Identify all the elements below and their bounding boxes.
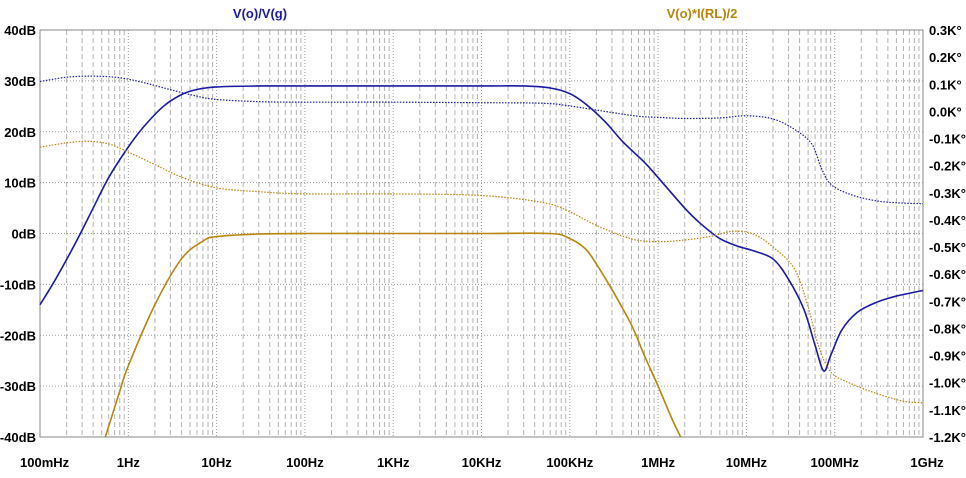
y-right-tick-label: -1.2K° [929, 430, 966, 445]
y-left-tick-label: 10dB [4, 176, 36, 191]
legend-entry-v-o-over-v-g: V(o)/V(g) [233, 6, 287, 21]
y-right-tick-label: -1.0K° [929, 376, 966, 391]
y-right-tick-label: -0.4K° [929, 213, 966, 228]
series-0-magnitude-line [39, 85, 924, 372]
x-tick-label: 1GHz [910, 455, 944, 470]
y-right-tick-label: -0.2K° [929, 159, 966, 174]
y-left-tick-label: -20dB [0, 328, 36, 343]
x-tick-label: 1KHz [377, 455, 410, 470]
y-right-tick-label: -0.7K° [929, 294, 966, 309]
x-tick-label: 10Hz [201, 455, 232, 470]
x-tick-label: 10MHz [726, 455, 768, 470]
y-right-tick-label: 0.1K° [929, 77, 962, 92]
x-tick-label: 100KHz [546, 455, 593, 470]
plot-area-frame [39, 29, 924, 438]
x-tick-label: 100Hz [286, 455, 324, 470]
series-layer [39, 75, 924, 438]
series-1-phase-line [39, 75, 924, 205]
tick-labels: 100mHz 1Hz 10Hz 100Hz 1KHz 10KHz 100KHz 1MHz 10M… [0, 23, 966, 470]
y-left-tick-label: 30dB [4, 74, 36, 89]
y-right-tick-label: -0.6K° [929, 267, 966, 282]
y-right-tick-label: -0.8K° [929, 321, 966, 336]
legend-entry-v-o-times-i-rl-over-2: V(o)*I(RL)/2 [667, 6, 738, 21]
y-right-tick-label: -1.1K° [929, 403, 966, 418]
series-2-magnitude-line [104, 232, 682, 438]
y-right-tick-label: -0.1K° [929, 132, 966, 147]
x-tick-label: 100mHz [20, 455, 70, 470]
y-left-tick-label: 0dB [11, 227, 36, 242]
x-tick-label: 1MHz [641, 455, 675, 470]
y-left-tick-label: 40dB [4, 23, 36, 38]
y-right-tick-label: 0.3K° [929, 23, 962, 38]
y-left-tick-label: 20dB [4, 125, 36, 140]
y-left-tick-label: -10dB [0, 277, 36, 292]
y-right-tick-label: -0.9K° [929, 349, 966, 364]
x-tick-label: 1Hz [117, 455, 141, 470]
y-right-tick-label: 0.0K° [929, 104, 962, 119]
x-tick-label: 10KHz [462, 455, 502, 470]
x-tick-label: 100MHz [810, 455, 859, 470]
y-right-tick-label: -0.5K° [929, 240, 966, 255]
y-right-tick-label: -0.3K° [929, 186, 966, 201]
y-right-tick-label: 0.2K° [929, 50, 962, 65]
y-left-tick-label: -30dB [0, 379, 36, 394]
y-left-tick-label: -40dB [0, 430, 36, 445]
